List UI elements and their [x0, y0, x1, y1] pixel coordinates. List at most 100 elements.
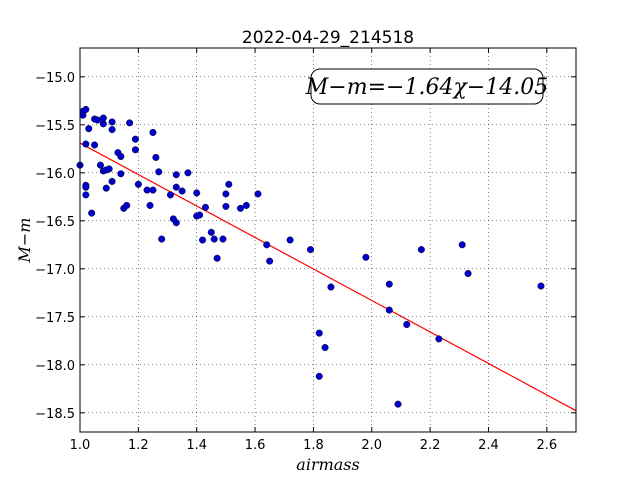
data-point: [315, 329, 323, 337]
data-point: [158, 235, 166, 243]
data-point: [210, 235, 218, 243]
data-point: [91, 141, 99, 149]
data-point: [155, 168, 163, 176]
data-point: [196, 211, 204, 219]
data-point: [108, 177, 116, 185]
data-point: [108, 118, 116, 126]
data-point: [123, 201, 131, 209]
data-point: [117, 152, 125, 160]
data-point: [213, 254, 221, 262]
data-point: [219, 235, 227, 243]
data-point: [306, 246, 314, 254]
data-point: [82, 191, 90, 199]
data-point: [146, 201, 154, 209]
data-point: [166, 191, 174, 199]
data-point: [82, 105, 90, 113]
data-point: [394, 400, 402, 408]
axis-ticks: [79, 48, 576, 432]
y-tick-label: −18.5: [35, 407, 75, 422]
y-tick-label: −17.0: [35, 263, 75, 278]
data-points: [76, 105, 545, 408]
y-tick-label: −17.5: [35, 311, 75, 326]
data-point: [201, 203, 209, 211]
data-point: [149, 128, 157, 136]
data-point: [82, 140, 90, 148]
data-point: [193, 189, 201, 197]
y-tick-label: −16.0: [35, 167, 75, 182]
data-point: [315, 372, 323, 380]
data-point: [79, 111, 87, 119]
data-point: [99, 114, 107, 122]
data-point: [207, 228, 215, 236]
data-point: [242, 201, 250, 209]
data-point: [222, 202, 230, 210]
data-point: [458, 241, 466, 249]
data-point: [94, 116, 102, 124]
data-point: [105, 165, 113, 173]
data-point: [117, 170, 125, 178]
x-tick-label: 2.6: [536, 438, 557, 453]
data-point: [385, 306, 393, 314]
data-point: [152, 153, 160, 161]
data-point: [236, 204, 244, 212]
y-tick-labels: −15.0 −15.5 −16.0 −16.5 −17.0 −17.5 −18.0 −18.5: [35, 71, 75, 422]
y-axis-label: M−m: [15, 218, 34, 264]
data-point: [131, 135, 139, 143]
data-point: [286, 236, 294, 244]
data-point: [149, 186, 157, 194]
data-point: [143, 186, 151, 194]
data-point: [435, 335, 443, 343]
data-point: [225, 180, 233, 188]
x-tick-label: 2.0: [361, 438, 382, 453]
y-tick-label: −15.5: [35, 119, 75, 134]
data-point: [172, 171, 180, 179]
data-point: [102, 184, 110, 192]
data-point: [108, 126, 116, 134]
data-point: [172, 183, 180, 191]
data-point: [327, 283, 335, 291]
data-point: [385, 280, 393, 288]
data-point: [266, 257, 274, 265]
data-point: [403, 320, 411, 328]
data-point: [126, 119, 134, 127]
plot-frame: [79, 47, 577, 433]
data-point: [222, 190, 230, 198]
data-point: [172, 219, 180, 227]
x-tick-label: 1.2: [128, 438, 149, 453]
data-point: [134, 180, 142, 188]
data-point: [88, 209, 96, 217]
fit-equation-box: M−m=−1.64χ−14.05: [305, 68, 548, 105]
y-tick-label: −15.0: [35, 71, 75, 86]
grid-lines: [79, 48, 576, 432]
data-point: [362, 253, 370, 261]
data-point: [199, 236, 207, 244]
fit-equation-frame: [310, 68, 544, 105]
fit-line-group: [79, 142, 577, 412]
fit-line: [79, 142, 577, 412]
data-point: [417, 246, 425, 254]
fit-equation-text: M−m=−1.64χ−14.05: [305, 75, 548, 100]
x-tick-labels: 1.0 1.2 1.4 1.6 1.8 2.0 2.2 2.4 2.6: [70, 438, 558, 453]
x-tick-label: 1.6: [245, 438, 266, 453]
x-tick-label: 2.4: [478, 438, 499, 453]
x-tick-label: 1.4: [186, 438, 207, 453]
data-point: [85, 125, 93, 133]
y-tick-label: −16.5: [35, 215, 75, 230]
x-tick-label: 1.0: [70, 438, 91, 453]
data-point: [254, 190, 262, 198]
data-point: [184, 169, 192, 177]
plot-area: [80, 48, 576, 432]
data-point: [321, 344, 329, 352]
y-tick-label: −18.0: [35, 359, 75, 374]
data-point: [178, 187, 186, 195]
data-point: [96, 161, 104, 169]
data-point: [82, 183, 90, 191]
x-tick-label: 2.2: [420, 438, 441, 453]
x-axis-label: airmass: [296, 455, 359, 474]
data-point: [131, 146, 139, 154]
x-tick-label: 1.8: [303, 438, 324, 453]
data-point: [464, 270, 472, 278]
chart-title: 2022-04-29_214518: [242, 28, 414, 48]
